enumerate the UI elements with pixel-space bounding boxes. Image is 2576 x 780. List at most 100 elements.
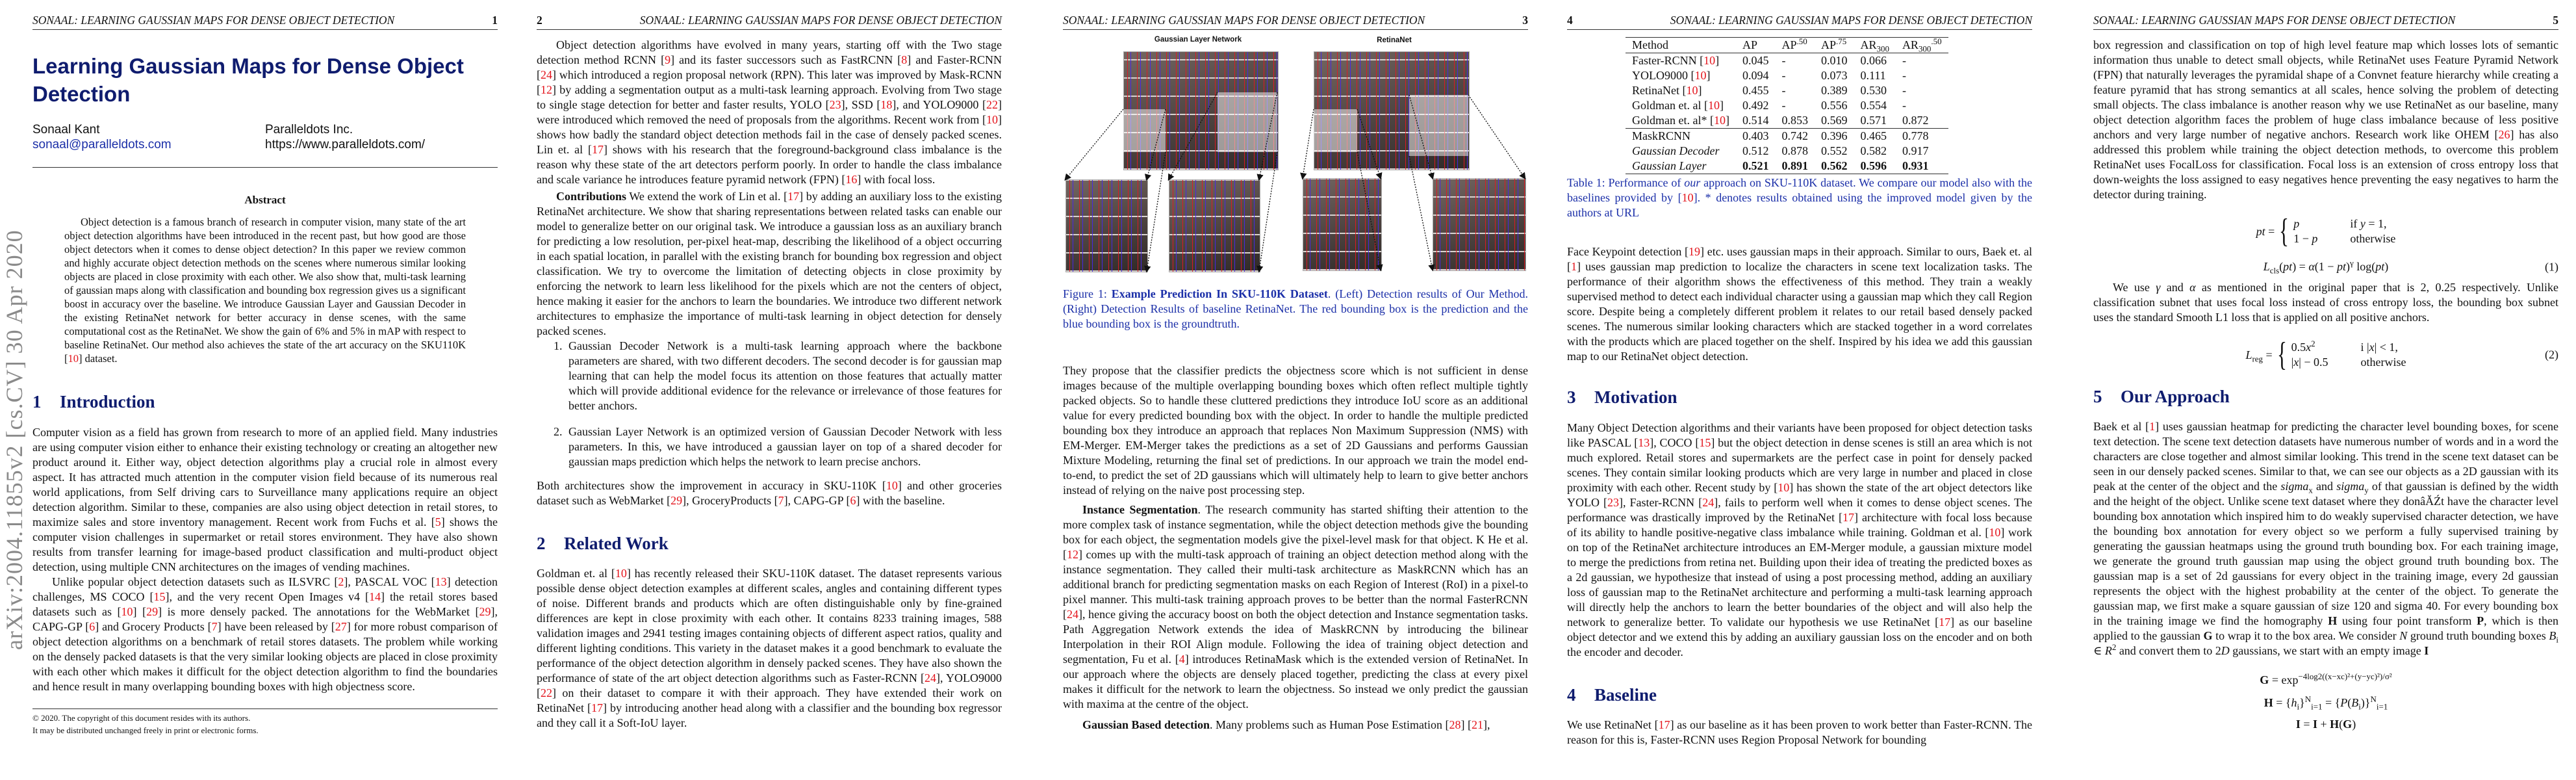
- affiliation-url: https://www.paralleldots.com/: [265, 138, 426, 151]
- citation-link[interactable]: 12: [1067, 548, 1078, 561]
- list-item: 1. Gaussian Decoder Network is a multi-ta…: [537, 339, 1002, 413]
- running-title: SONAAL: LEARNING GAUSSIAN MAPS FOR DENSE…: [1670, 14, 2032, 27]
- method-cell: RetinaNet [10]: [1632, 84, 1702, 97]
- subscript: y: [2364, 485, 2369, 495]
- url-link[interactable]: URL: [1615, 206, 1639, 219]
- value-cell: 0.931: [1902, 159, 1929, 172]
- citation-link[interactable]: 22: [541, 686, 552, 699]
- citation-link[interactable]: 7: [778, 494, 784, 507]
- citation-link[interactable]: 7: [211, 620, 218, 633]
- citation-link[interactable]: 10: [121, 605, 133, 618]
- citation-link[interactable]: 10: [1707, 99, 1720, 112]
- citation-link[interactable]: 22: [986, 98, 998, 111]
- text-run: ground truth bounding boxes: [2407, 629, 2549, 642]
- value-cell: -: [1781, 54, 1786, 67]
- text-run: . The research community has started shi…: [1063, 503, 1529, 710]
- citation-link[interactable]: 10: [1989, 526, 2001, 539]
- value-cell: 0.111: [1860, 69, 1886, 82]
- citation-link[interactable]: 29: [479, 605, 491, 618]
- citation-link[interactable]: 9: [665, 53, 671, 66]
- citation-link[interactable]: 10: [1694, 69, 1707, 82]
- citation-link[interactable]: 14: [369, 590, 381, 603]
- citation-link[interactable]: 18: [880, 98, 893, 111]
- bold-text: P: [2477, 614, 2484, 627]
- table-row: MaskRCNN 0.403 0.742 0.396 0.465 0.778: [1626, 128, 1948, 144]
- zoom-arrows: [1064, 92, 1526, 273]
- section-title: Related Work: [564, 534, 669, 553]
- citation-link[interactable]: 24: [1067, 608, 1078, 621]
- case-condition: otherwise: [2360, 356, 2406, 369]
- method-cell: YOLO9000 [10]: [1632, 69, 1711, 82]
- text-run: AP: [1820, 38, 1836, 51]
- value-cell: 0.455: [1742, 84, 1769, 97]
- italic-text: pt: [2375, 260, 2385, 273]
- citation-link[interactable]: 5: [435, 515, 441, 528]
- citation-link[interactable]: 2: [338, 575, 344, 588]
- italic-text: y: [2360, 217, 2366, 230]
- citation-link[interactable]: 10: [68, 352, 79, 365]
- citation-link[interactable]: 17: [1843, 511, 1855, 524]
- citation-link[interactable]: 6: [850, 494, 856, 507]
- citation-link[interactable]: 10: [1703, 54, 1716, 67]
- italic-text: x: [2293, 356, 2299, 369]
- citation-link[interactable]: 26: [2498, 128, 2510, 141]
- citation-link[interactable]: 27: [335, 620, 347, 633]
- value-cell: 0.582: [1860, 144, 1887, 157]
- page-number: 3: [1522, 14, 1528, 27]
- italic-text: B: [2549, 629, 2557, 642]
- citation-link[interactable]: 1: [2149, 420, 2156, 433]
- citation-link[interactable]: 10: [886, 479, 898, 492]
- equation-homography: H = {hi}Ni=1 = {P(Bi)}Ni=1: [2093, 695, 2558, 711]
- citation-link[interactable]: 19: [1689, 245, 1701, 258]
- citation-link[interactable]: 6: [89, 620, 96, 633]
- citation-link[interactable]: 23: [829, 98, 841, 111]
- section-number: 1: [32, 392, 42, 411]
- citation-link[interactable]: 17: [787, 190, 800, 203]
- citation-link[interactable]: 17: [1658, 718, 1670, 731]
- citation-link[interactable]: 24: [925, 671, 937, 684]
- text-run: +: [2317, 718, 2330, 731]
- citation-link[interactable]: 13: [1638, 436, 1650, 449]
- citation-link[interactable]: 13: [435, 575, 447, 588]
- superscript: 2: [2111, 642, 2117, 652]
- author-email-link[interactable]: sonaal@paralleldots.com: [32, 138, 172, 151]
- citation-link[interactable]: 15: [1699, 436, 1711, 449]
- citation-link[interactable]: 24: [1702, 496, 1715, 509]
- citation-link[interactable]: 29: [670, 494, 683, 507]
- method-cell: Goldman et. al [10]: [1632, 99, 1724, 112]
- citation-link[interactable]: 21: [1472, 718, 1483, 731]
- zoom-arrow: [1409, 155, 1435, 272]
- citation-link[interactable]: 17: [591, 701, 603, 714]
- citation-link[interactable]: 10: [615, 567, 627, 580]
- citation-link[interactable]: 10: [1681, 191, 1694, 204]
- section-number: 3: [1567, 387, 1576, 407]
- citation-link[interactable]: 1: [1571, 260, 1577, 273]
- citation-link[interactable]: 17: [591, 143, 604, 156]
- citation-link[interactable]: 15: [153, 590, 166, 603]
- italic-text: pt: [2336, 260, 2346, 273]
- citation-link[interactable]: 12: [541, 83, 552, 96]
- citation-link[interactable]: 29: [146, 605, 159, 618]
- citation-link[interactable]: 16: [845, 173, 858, 186]
- citation-link[interactable]: 8: [901, 53, 908, 66]
- text-run: and convert them to 2: [2116, 644, 2221, 657]
- value-cell: -: [1902, 99, 1906, 112]
- citation-link[interactable]: 28: [1449, 718, 1461, 731]
- citation-link[interactable]: 10: [1778, 481, 1790, 494]
- citation-link[interactable]: 10: [986, 113, 998, 126]
- citation-link[interactable]: 10: [1713, 114, 1726, 127]
- italic-text: h: [2291, 696, 2297, 709]
- zoom-arrow: [1256, 92, 1278, 181]
- citation-link[interactable]: 24: [541, 68, 552, 81]
- text-run: gaussians, we start with an empty image: [2229, 644, 2425, 657]
- citation-link[interactable]: 17: [1939, 616, 1951, 629]
- citation-link[interactable]: 10: [1686, 84, 1698, 97]
- text-run: , which is then applied to the gaussian: [2093, 614, 2558, 642]
- equation-number: (2): [2545, 348, 2558, 361]
- value-cell: -: [1902, 54, 1906, 67]
- table-row: Goldman et. al [10] 0.492-0.556 0.554-: [1626, 98, 1948, 113]
- section-title: Motivation: [1594, 387, 1677, 407]
- citation-link[interactable]: 23: [1607, 496, 1620, 509]
- contributions-paragraph: Contributions We extend the work of Lin …: [537, 189, 1002, 339]
- citation-link[interactable]: 4: [1179, 653, 1185, 666]
